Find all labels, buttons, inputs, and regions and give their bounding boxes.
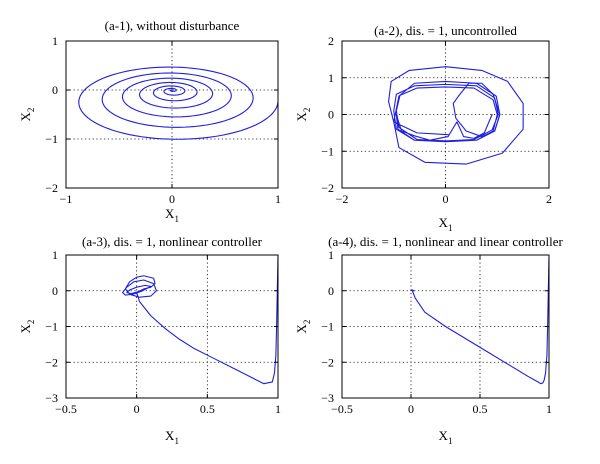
trajectory-line-1: [78, 66, 278, 140]
trajectory-line-1: [121, 256, 278, 385]
x-tick-label: −0.5: [55, 402, 77, 416]
y-tick-label: −3: [45, 391, 58, 405]
y-tick-label: −1: [45, 320, 58, 334]
y-tick-label: −1: [321, 144, 334, 158]
plot-frame: [65, 254, 279, 399]
x-axis-label: X1: [165, 206, 179, 224]
y-tick-label: −2: [321, 181, 334, 195]
plot-frame: [65, 40, 279, 189]
y-tick-label: 2: [328, 34, 334, 48]
y-tick-label: −2: [45, 355, 58, 369]
trajectory-line-1: [410, 256, 549, 385]
y-tick-label: −2: [321, 355, 334, 369]
x-tick-label: 2: [546, 192, 552, 206]
x-axis-label: X1: [439, 215, 453, 233]
y-axis-label: X2: [294, 108, 312, 122]
x-tick-label: 1: [275, 192, 281, 206]
y-tick-label: 1: [328, 248, 334, 262]
chart-title: (a-1), without disturbance: [105, 18, 240, 33]
chart-panel-4: −0.5 0 0.5 1−3−2−101(a-4), dis. = 1, nonlin…: [294, 234, 564, 446]
x-tick-label: 0: [408, 402, 414, 416]
chart-panel-2: −2 0 2 −2 −1 0 1 2 (a-2), dis. = 1, uncontrolled…: [294, 23, 552, 233]
trajectory-line-2: [452, 82, 501, 138]
y-axis-label: X2: [18, 320, 36, 334]
y-axis-label: X2: [18, 108, 36, 122]
chart-title: (a-2), dis. = 1, uncontrolled: [374, 23, 517, 38]
chart-title: (a-4), dis. = 1, nonlinear and linear co…: [328, 234, 563, 249]
chart-title: (a-3), dis. = 1, nonlinear controller: [82, 234, 263, 249]
y-tick-label: 1: [328, 71, 334, 85]
y-tick-label: 0: [328, 284, 334, 298]
x-tick-label: 0: [443, 192, 449, 206]
x-tick-label: 1: [546, 402, 552, 416]
y-tick-label: 1: [52, 248, 58, 262]
x-tick-label: −0.5: [331, 402, 353, 416]
x-axis-label: X1: [439, 428, 453, 446]
y-tick-label: 1: [52, 34, 58, 48]
chart-panel-3: −0.5 0 0.5 1 −3 −2 −1 0 1 (a-3), dis. = 1, nonlin…: [18, 234, 281, 446]
y-tick-label: −1: [321, 320, 334, 334]
x-tick-label: 0: [169, 192, 175, 206]
x-tick-label: 1: [275, 402, 281, 416]
y-tick-label: 0: [52, 83, 58, 97]
y-tick-label: 0: [52, 284, 58, 298]
x-tick-label: 0.5: [200, 402, 215, 416]
x-tick-label: −1: [60, 192, 73, 206]
x-tick-label: 0: [134, 402, 140, 416]
y-tick-label: 0: [328, 108, 334, 122]
x-tick-label: −2: [336, 192, 349, 206]
y-tick-label: −2: [45, 181, 58, 195]
y-tick-label: −1: [45, 132, 58, 146]
y-axis-label: X2: [294, 320, 312, 334]
trajectory-line-1: [388, 66, 524, 165]
y-tick-label: −3: [321, 391, 334, 405]
x-tick-label: 0.5: [473, 402, 488, 416]
x-axis-label: X1: [165, 428, 179, 446]
